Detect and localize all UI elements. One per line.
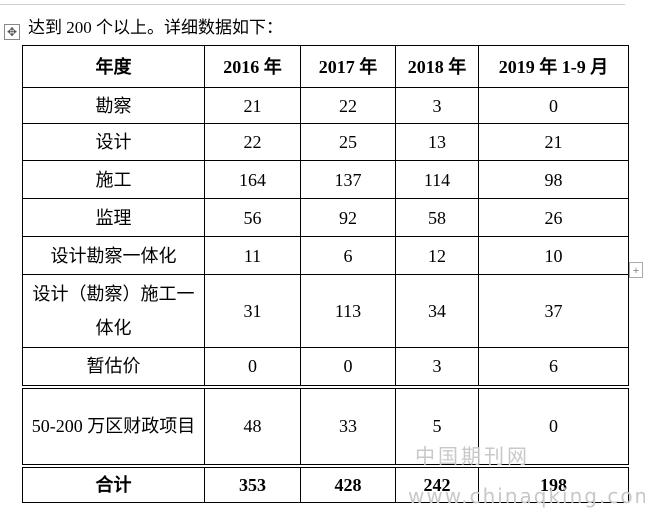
- cell: 137: [300, 160, 396, 199]
- row-label: 勘察: [22, 87, 205, 124]
- cell: 98: [478, 160, 629, 199]
- cell: 34: [395, 274, 479, 348]
- cell: 0: [478, 87, 629, 124]
- cell: 3: [395, 87, 479, 124]
- cell: 92: [300, 198, 396, 237]
- cell: 25: [300, 123, 396, 161]
- header-cell: 2018 年: [395, 45, 479, 88]
- cell: 10: [478, 236, 629, 275]
- table-row: 施工 164 137 114 98: [22, 160, 629, 199]
- cell: 198: [478, 463, 629, 503]
- watermark-url: www.chinaqking.com: [408, 484, 645, 508]
- row-label: 设计: [22, 123, 205, 161]
- cell: 56: [204, 198, 301, 237]
- table-move-handle[interactable]: ✥: [4, 24, 20, 40]
- table-row: 勘察 21 22 3 0: [22, 87, 629, 124]
- table-row: 设计 22 25 13 21: [22, 123, 629, 161]
- cell: 22: [300, 87, 396, 124]
- table-row: 设计（勘察）施工一体化 31 113 34 37: [22, 274, 629, 348]
- table-row: 暂估价 0 0 3 6: [22, 347, 629, 387]
- cell: 33: [300, 384, 396, 466]
- header-row: 年度 2016 年 2017 年 2018 年 2019 年 1-9 月: [22, 45, 629, 88]
- row-label: 50-200 万区财政项目: [22, 384, 205, 466]
- row-label: 监理: [22, 198, 205, 237]
- cell: 12: [395, 236, 479, 275]
- cell: 353: [204, 463, 301, 503]
- cell: 37: [478, 274, 629, 348]
- cell: 242: [395, 463, 479, 503]
- cell: 22: [204, 123, 301, 161]
- cell: 21: [204, 87, 301, 124]
- cell: 48: [204, 384, 301, 466]
- cell: 428: [300, 463, 396, 503]
- table-row: 50-200 万区财政项目 48 33 5 0: [22, 384, 629, 466]
- table-row: 合计 353 428 242 198: [22, 463, 629, 503]
- cell: 114: [395, 160, 479, 199]
- cell: 21: [478, 123, 629, 161]
- cell: 0: [204, 347, 301, 387]
- row-label: 设计勘察一体化: [22, 236, 205, 275]
- cell: 164: [204, 160, 301, 199]
- header-cell: 2017 年: [300, 45, 396, 88]
- cell: 26: [478, 198, 629, 237]
- watermark-cn: 中国期刊网: [415, 444, 530, 468]
- table-row: 监理 56 92 58 26: [22, 198, 629, 237]
- header-cell: 年度: [22, 45, 205, 88]
- row-label: 设计（勘察）施工一体化: [22, 274, 205, 348]
- data-table: 年度 2016 年 2017 年 2018 年 2019 年 1-9 月 勘察 21 22 3…: [22, 45, 629, 503]
- cell: 31: [204, 274, 301, 348]
- page-edge: [0, 4, 625, 5]
- cell: 6: [478, 347, 629, 387]
- header-cell: 2016 年: [204, 45, 301, 88]
- intro-text: 达到 200 个以上。详细数据如下：: [28, 18, 283, 37]
- cell: 13: [395, 123, 479, 161]
- cell: 113: [300, 274, 396, 348]
- cell: 3: [395, 347, 479, 387]
- cell: 5: [395, 384, 479, 466]
- header-cell: 2019 年 1-9 月: [478, 45, 629, 88]
- cell: 0: [300, 347, 396, 387]
- row-label: 施工: [22, 160, 205, 199]
- row-label: 暂估价: [22, 347, 205, 387]
- row-label: 合计: [22, 463, 205, 503]
- add-column-handle[interactable]: +: [629, 262, 643, 278]
- cell: 6: [300, 236, 396, 275]
- cell: 58: [395, 198, 479, 237]
- cell: 11: [204, 236, 301, 275]
- table-row: 设计勘察一体化 11 6 12 10: [22, 236, 629, 275]
